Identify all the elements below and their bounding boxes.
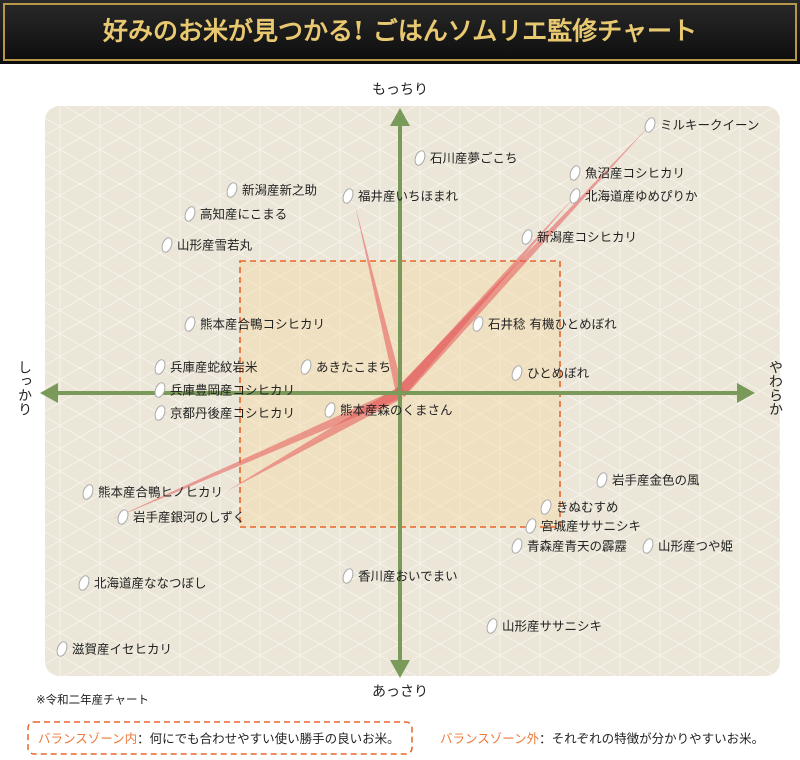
rice-icon: [642, 538, 654, 554]
rice-label: 熊本産合鴨ヒノヒカリ: [98, 485, 223, 500]
rice-icon: [117, 509, 129, 525]
rice-label: 兵庫豊岡産コシヒカリ: [170, 383, 295, 398]
rice-label: 岩手産金色の風: [612, 473, 700, 488]
rice-icon: [569, 188, 581, 204]
rice-label: 山形産雪若丸: [177, 238, 253, 253]
rice-icon: [342, 188, 354, 204]
rice-label: 宮城産ササニシキ: [541, 519, 641, 534]
rice-label: 北海道産ななつぼし: [94, 576, 207, 591]
rice-icon: [540, 499, 552, 515]
rice-icon: [414, 150, 426, 166]
rice-icon: [82, 484, 94, 500]
rice-icon: [154, 382, 166, 398]
rice-label: 新潟産新之助: [242, 183, 317, 198]
rice-icon: [525, 518, 537, 534]
rice-label: 滋賀産イセヒカリ: [72, 642, 172, 657]
rice-icon: [596, 472, 608, 488]
axis-bottom: あっさり: [372, 684, 428, 700]
rice-icon: [521, 229, 533, 245]
rice-icon: [226, 182, 238, 198]
rice-label: 香川産おいでまい: [358, 569, 458, 584]
rice-icon: [511, 365, 523, 381]
rice-label: 魚沼産コシヒカリ: [585, 166, 685, 181]
rice-label: 石井稔 有機ひとめぼれ: [488, 317, 617, 332]
note: ※令和二年産チャート: [36, 693, 149, 707]
rice-label: 福井産いちほまれ: [358, 189, 459, 204]
rice-label: 岩手産銀河のしずく: [133, 510, 245, 525]
rice-label: 山形産つや姫: [658, 539, 733, 554]
rice-label: 兵庫産蛇紋岩米: [170, 360, 258, 375]
rice-label: 京都丹後産コシヒカリ: [170, 406, 295, 421]
rice-icon: [154, 405, 166, 421]
rice-icon: [472, 316, 484, 332]
rice-label: 新潟産コシヒカリ: [537, 230, 637, 245]
wedges: [110, 125, 650, 520]
rice-icon: [300, 359, 312, 375]
rice-label: 高知産にこまる: [200, 207, 287, 222]
legend-line: バランスゾーン外：それぞれの特徴が分かりやすいお米。: [440, 731, 764, 746]
wedge: [396, 196, 575, 397]
rice-icon: [184, 206, 196, 222]
header-bg: [0, 0, 800, 64]
rice-icon: [184, 316, 196, 332]
header-frame: [3, 3, 797, 61]
rice-icon: [161, 237, 173, 253]
rice-icon: [56, 641, 68, 657]
rice-icon: [569, 165, 581, 181]
axis-right: やわらか: [767, 360, 783, 416]
legend-desc: ：それぞれの特徴が分かりやすいお米。: [539, 731, 764, 746]
legend-line: バランスゾーン内：何にでも合わせやすい使い勝手の良いお米。: [38, 731, 400, 746]
rice-icon: [324, 402, 336, 418]
legend-term: バランスゾーン内: [38, 731, 137, 746]
rice-label: 北海道産ゆめぴりか: [585, 189, 698, 204]
rice-label: 石川産夢ごこち: [430, 151, 518, 166]
wedge: [110, 388, 403, 520]
rice-label: ミルキークイーン: [660, 118, 759, 133]
rice-label: 熊本産森のくまさん: [340, 403, 453, 418]
rice-label: あきたこまち: [316, 360, 391, 375]
rice-label: ひとめぼれ: [527, 366, 590, 381]
rice-icon: [154, 359, 166, 375]
rice-label: 青森産青天の霹靂: [527, 539, 627, 554]
rice-label: 熊本産合鴨コシヒカリ: [200, 317, 325, 332]
axis-left: しっかり: [16, 360, 32, 416]
rice-icon: [78, 575, 90, 591]
rice-icon: [511, 538, 523, 554]
legend-box: [27, 721, 413, 755]
legend-term: バランスゾーン外: [440, 731, 540, 746]
legend-desc: ：何にでも合わせやすい使い勝手の良いお米。: [137, 731, 400, 746]
rice-icon: [644, 117, 656, 133]
axis-top: もっちり: [372, 82, 428, 98]
wedge: [355, 205, 404, 394]
rice-icon: [486, 618, 498, 634]
rice-label: 山形産ササニシキ: [502, 619, 602, 634]
title: 好みのお米が見つかる! ごはんソムリエ監修チャート: [102, 17, 697, 46]
rice-label: きぬむすめ: [556, 500, 619, 515]
rice-icon: [342, 568, 354, 584]
